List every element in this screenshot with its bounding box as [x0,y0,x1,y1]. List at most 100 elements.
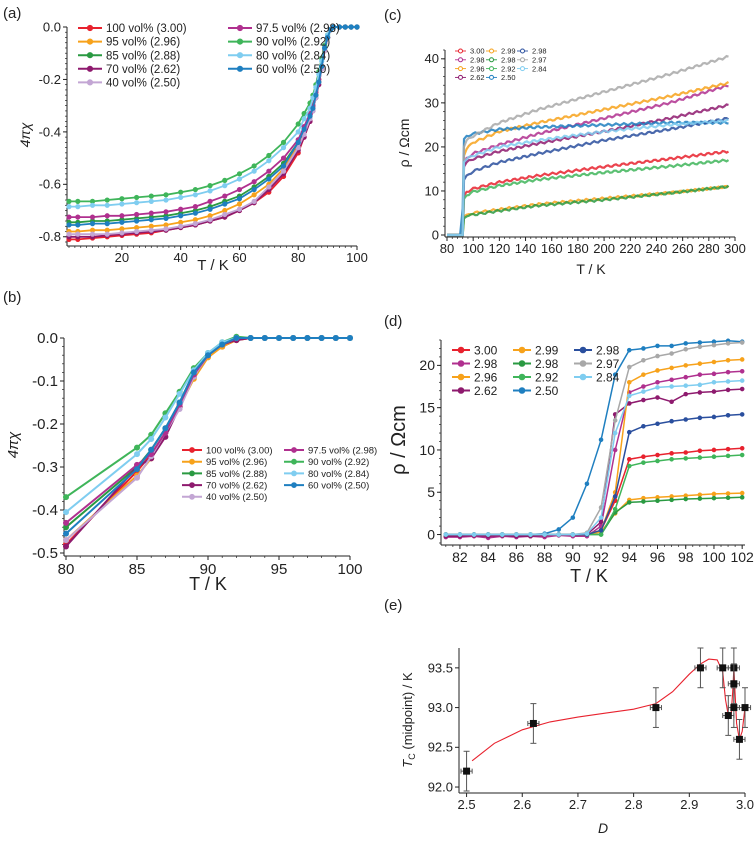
data-point [652,704,660,712]
data-point-group [716,647,729,689]
data-point [626,364,632,370]
data-point [332,334,339,341]
x-tick-label: 82 [452,549,468,565]
data-point [612,372,618,377]
data-point [207,198,213,204]
data-point [63,509,70,516]
data-point [556,527,562,532]
y-tick-label: 0.0 [37,330,58,347]
legend-label: 70 vol% (2.62) [206,480,267,491]
data-point [697,361,703,366]
legend-label: 2.96 [474,370,498,384]
data-point [266,184,272,190]
data-point [178,213,184,219]
data-point [75,214,81,220]
data-point [236,206,243,212]
x-tick-label: 40 [173,250,187,265]
legend-marker [291,482,297,489]
data-point [584,481,590,487]
data-point [316,79,322,85]
legend-marker [518,360,526,367]
series-line [447,54,729,237]
legend-marker [520,66,525,72]
data-point [683,417,689,422]
legend-label: 2.62 [474,384,498,398]
data-point [626,347,632,353]
x-tick-label: 88 [537,549,553,565]
data-point [598,532,604,537]
data-point [163,226,169,232]
data-point [626,500,632,505]
data-point [63,530,70,537]
data-point [669,343,674,349]
legend-label: 2.99 [501,47,516,56]
data-point-group [649,687,662,728]
data-point [222,193,228,199]
x-tick-label: 60 [232,250,246,265]
data-point [641,372,646,377]
series-6 [447,158,730,237]
y-axis-label: ρ / Ωcm [396,119,412,168]
legend-marker [236,52,244,59]
data-point [626,379,632,385]
data-point [280,155,287,161]
data-point [89,214,96,220]
data-point [655,458,660,464]
legend-label: 3.00 [474,343,498,357]
data-point [75,231,81,237]
data-point [75,204,81,210]
legend-item: 70 vol% (2.62) [182,480,267,491]
data-point [725,341,731,346]
data-point [275,334,282,341]
data-point [89,231,96,237]
series-7 [447,120,729,237]
series-0 [63,334,353,548]
series-line [447,149,729,237]
legend-item: 100 vol% (3.00) [182,445,273,456]
legend-label: 2.84 [596,370,620,384]
data-point [163,197,169,203]
y-tick-label: 0 [427,526,435,542]
data-point [148,446,155,453]
data-point [683,450,689,455]
chart-b: 80 85 90 95 100 0.0 -0.1 -0.2 -0.3 -0.4 -0.5 4πχ T /… [5,330,377,594]
data-point-group [727,687,740,728]
legend-item: 2.97 [574,357,620,371]
data-point [485,532,491,537]
x-axis-label: T / K [570,566,608,586]
legend-marker [489,57,494,63]
data-point [683,363,689,368]
data-point [669,456,674,462]
legend-item: 2.98 [574,343,620,357]
y-axis-label: TC (midpoint) / K [400,672,417,768]
y-axis-label-rest: (midpoint) / K [400,672,415,753]
legend-label: 3.00 [470,47,485,56]
data-point [104,197,110,203]
data-point [641,454,646,460]
data-point [75,198,81,204]
data-point [612,418,618,423]
legend-item: 60 vol% (2.50) [228,64,330,76]
legend-item: 2.92 [513,370,559,384]
data-point [295,121,301,127]
legend-marker [86,38,94,45]
data-point [612,430,618,436]
legend-label: 2.98 [535,357,559,371]
x-tick-label: 102 [730,549,754,565]
legend-item: 3.00 [455,47,485,56]
x-tick-label: 100 [346,250,368,265]
data-point [711,379,717,385]
data-point [471,532,477,537]
data-point [669,451,674,456]
data-point [222,177,228,183]
data-point [266,152,272,159]
data-point [148,198,154,204]
data-point [178,206,184,212]
data-point [739,368,745,374]
data-point [739,378,745,383]
data-point [163,192,169,198]
legend-marker [189,493,195,500]
legend-marker [489,48,494,54]
data-point [725,357,731,363]
data-point [528,532,533,537]
